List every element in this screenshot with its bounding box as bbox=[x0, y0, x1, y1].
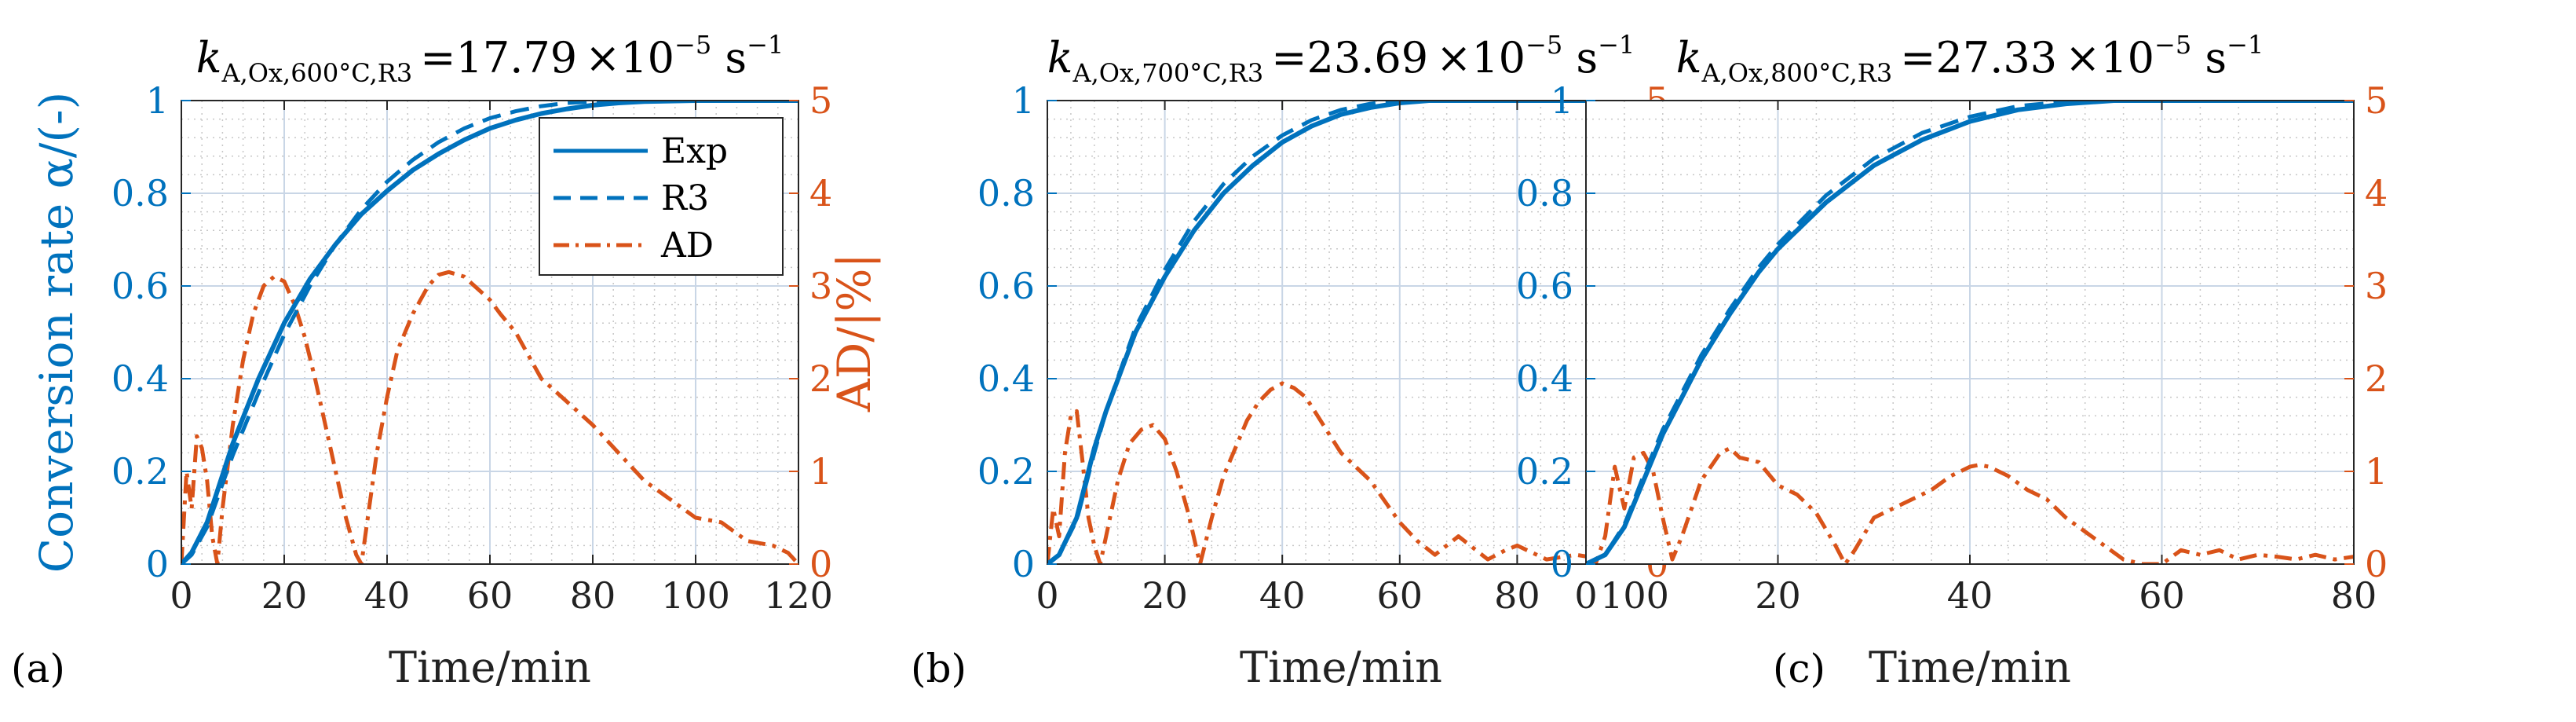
y-tick-label-left: 0.6 bbox=[111, 265, 169, 307]
y-tick-label-left: 0.8 bbox=[977, 172, 1035, 214]
x-tick-label: 20 bbox=[1755, 574, 1801, 617]
y-tick-label-left: 0.4 bbox=[1516, 357, 1573, 400]
x-tick-label: 120 bbox=[764, 574, 833, 617]
y-tick-label-left: 0.6 bbox=[977, 265, 1035, 307]
x-tick-label: 80 bbox=[2331, 574, 2377, 617]
series-layer bbox=[1047, 101, 1635, 564]
y-tick-label-left: 0.8 bbox=[111, 172, 169, 214]
chart-title: kA,Ox,600°C,R3 =17.79 ×10−5 s−1 bbox=[196, 30, 784, 88]
panel-label: (a) bbox=[11, 646, 65, 691]
chart-title: kA,Ox,800°C,R3 =27.33 ×10−5 s−1 bbox=[1676, 30, 2264, 88]
x-axis-label: Time/min bbox=[1240, 643, 1442, 692]
tick-marks bbox=[1585, 100, 2355, 565]
x-tick-label: 60 bbox=[2139, 574, 2185, 617]
y-tick-label-right: 5 bbox=[2365, 79, 2388, 122]
y-tick-label-left: 1 bbox=[146, 79, 169, 122]
x-tick-label: 0 bbox=[170, 574, 192, 617]
y-axis-label-right: AD/|%| bbox=[828, 253, 881, 412]
legend-label-r3: R3 bbox=[661, 178, 709, 218]
x-tick-label: 40 bbox=[364, 574, 411, 617]
x-tick-label: 20 bbox=[1142, 574, 1188, 617]
y-tick-label-left: 0.2 bbox=[977, 450, 1035, 493]
x-tick-label: 20 bbox=[261, 574, 308, 617]
chart-title: kA,Ox,700°C,R3 =23.69 ×10−5 s−1 bbox=[1047, 30, 1635, 88]
y-tick-label-right: 0 bbox=[809, 543, 832, 585]
y-tick-label-right: 4 bbox=[809, 172, 832, 214]
y-tick-label-right: 2 bbox=[809, 357, 832, 400]
y-tick-label-left: 1 bbox=[1551, 79, 1573, 122]
y-tick-label-right: 5 bbox=[809, 79, 832, 122]
y-axis-label-left: Conversion rate α/(-) bbox=[30, 92, 83, 573]
legend-label-ad: AD bbox=[660, 225, 714, 266]
legend: Exp R3 AD bbox=[539, 117, 784, 276]
y-tick-label-right: 0 bbox=[2365, 543, 2388, 585]
y-tick-label-right: 2 bbox=[2365, 357, 2388, 400]
y-tick-label-right: 3 bbox=[809, 265, 832, 307]
y-tick-label-left: 0 bbox=[146, 543, 169, 585]
x-axis-label: Time/min bbox=[1869, 643, 2071, 692]
y-tick-label-right: 1 bbox=[809, 450, 832, 493]
legend-box bbox=[539, 117, 784, 276]
y-tick-label-left: 0.6 bbox=[1516, 265, 1573, 307]
x-tick-label: 40 bbox=[1947, 574, 1993, 617]
y-tick-label-left: 0.2 bbox=[1516, 450, 1573, 493]
y-tick-label-left: 1 bbox=[1012, 79, 1035, 122]
x-tick-label: 100 bbox=[661, 574, 730, 617]
y-tick-label-right: 1 bbox=[2365, 450, 2388, 493]
series-line-ad bbox=[1586, 446, 2354, 564]
y-tick-label-left: 0.4 bbox=[977, 357, 1035, 400]
series-line-r3 bbox=[181, 101, 798, 564]
x-tick-label: 60 bbox=[467, 574, 513, 617]
y-tick-label-right: 3 bbox=[2365, 265, 2388, 307]
y-tick-label-left: 0 bbox=[1012, 543, 1035, 585]
series-line-ad bbox=[181, 269, 798, 564]
x-tick-label: 60 bbox=[1377, 574, 1423, 617]
y-tick-label-left: 0.4 bbox=[111, 357, 169, 400]
legend-label-exp: Exp bbox=[661, 131, 728, 171]
x-tick-label: 80 bbox=[1494, 574, 1540, 617]
y-tick-label-right: 4 bbox=[2365, 172, 2388, 214]
tick-marks bbox=[181, 100, 799, 565]
x-tick-label: 0 bbox=[1036, 574, 1058, 617]
y-tick-label-left: 0 bbox=[1551, 543, 1573, 585]
major-grid bbox=[1586, 101, 2354, 564]
x-axis-label: Time/min bbox=[389, 643, 591, 692]
series-line-exp bbox=[1047, 101, 1635, 564]
panel-label: (b) bbox=[911, 646, 966, 691]
x-tick-label: 80 bbox=[570, 574, 616, 617]
major-grid bbox=[1047, 101, 1635, 564]
x-tick-label: 100 bbox=[1600, 574, 1669, 617]
plot-area bbox=[1047, 101, 1635, 564]
x-tick-label: 40 bbox=[1259, 574, 1306, 617]
y-tick-label-left: 0.2 bbox=[111, 450, 169, 493]
panel-label: (c) bbox=[1773, 646, 1825, 691]
x-tick-label: 0 bbox=[1574, 574, 1597, 617]
series-line-ad bbox=[1047, 381, 1635, 564]
y-tick-label-left: 0.8 bbox=[1516, 172, 1573, 214]
